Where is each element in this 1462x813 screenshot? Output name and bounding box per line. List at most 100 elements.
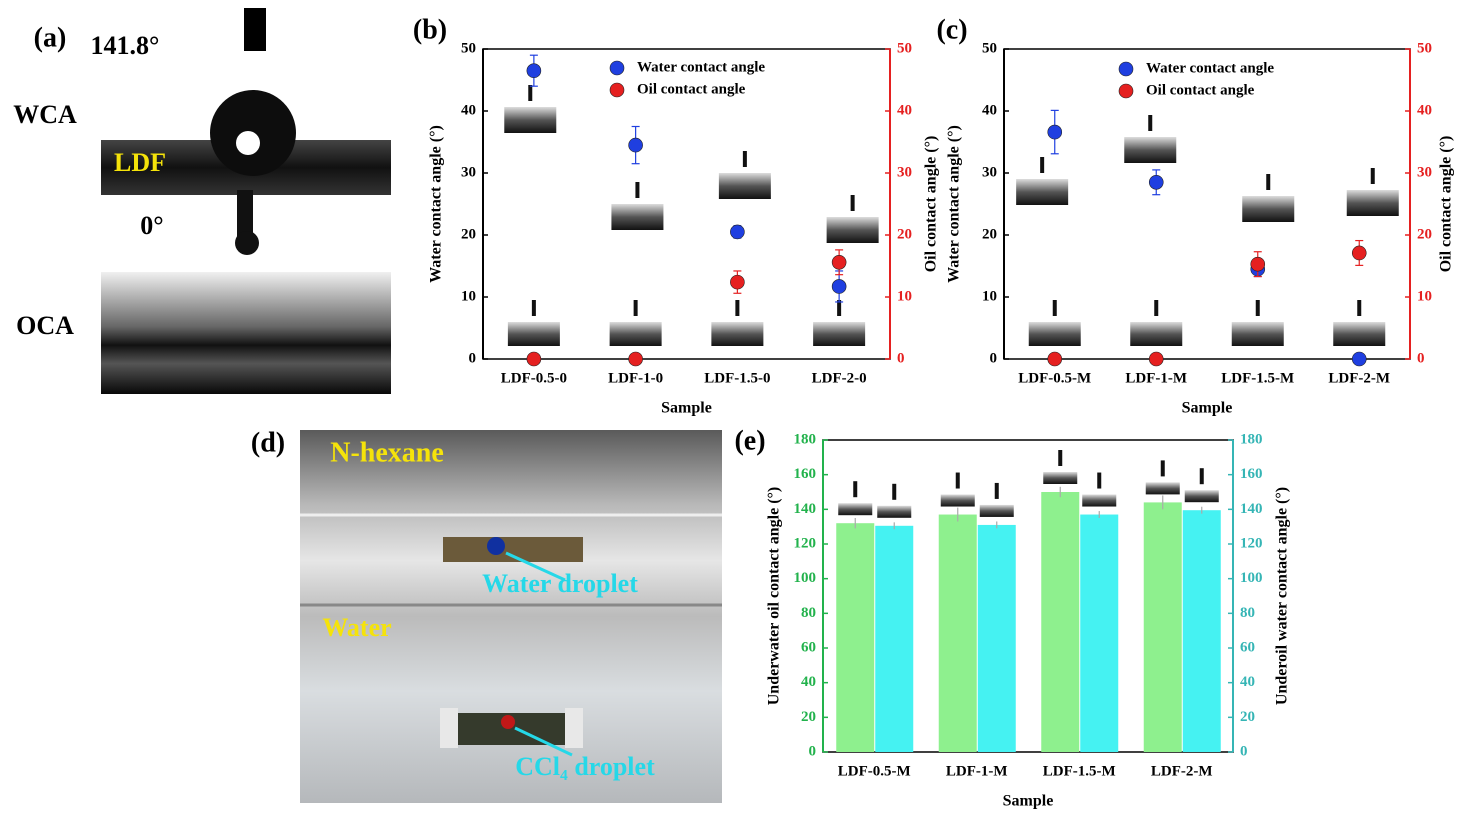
angle-label: 0° — [140, 211, 163, 240]
x-tick-label: LDF-1-0 — [608, 370, 663, 386]
inset-needle — [1357, 300, 1362, 316]
x-axis-label: Sample — [1182, 400, 1233, 417]
panel-label: (a) — [34, 22, 67, 53]
y-tick-label: 160 — [794, 466, 817, 482]
y2-tick-label: 40 — [897, 102, 912, 118]
y-tick-label: 0 — [469, 350, 477, 366]
y-tick-label: 40 — [801, 674, 816, 690]
legend-label: Oil contact angle — [1146, 82, 1255, 98]
legend-label: Water contact angle — [637, 59, 765, 75]
legend-marker — [609, 60, 625, 76]
inset-image — [1242, 196, 1295, 222]
y2-tick-label: 40 — [1417, 102, 1432, 118]
inset-needle — [853, 481, 858, 498]
y-tick-label: 0 — [990, 350, 998, 366]
inset-needle — [1160, 460, 1165, 477]
y-tick-label: 100 — [794, 570, 817, 586]
inset-image — [507, 322, 560, 346]
y-tick-label: 140 — [794, 501, 817, 517]
legend-label: Water contact angle — [1146, 60, 1274, 76]
inset-image — [1124, 137, 1177, 163]
bar — [1143, 502, 1182, 752]
inset-image — [1016, 179, 1069, 205]
x-tick-label: LDF-2-M — [1151, 763, 1213, 779]
inset-image — [1043, 472, 1078, 484]
y2-tick-label: 60 — [1240, 639, 1255, 655]
inset-image — [504, 107, 557, 133]
x-tick-label: LDF-1-M — [1125, 370, 1187, 386]
inset-image — [1130, 322, 1183, 346]
inset-image — [877, 505, 912, 518]
photo-d — [300, 430, 722, 803]
y2-tick-label: 30 — [1417, 164, 1432, 180]
inset-needle — [1255, 300, 1260, 316]
inset-needle — [528, 85, 533, 101]
y2-tick-label: 10 — [897, 288, 912, 304]
legend-marker — [609, 82, 625, 98]
film-label: LDF — [114, 148, 166, 177]
inset-image — [1184, 490, 1219, 503]
y2-tick-label: 50 — [897, 40, 912, 56]
inset-image — [1346, 190, 1399, 216]
y-tick-label: 180 — [794, 431, 817, 447]
oca-label: OCA — [16, 311, 74, 340]
bar — [938, 514, 977, 752]
liquid-label: N-hexane — [330, 437, 444, 468]
bar — [1080, 514, 1119, 752]
y2-tick-label: 40 — [1240, 674, 1255, 690]
data-point — [831, 254, 847, 270]
data-point — [1148, 351, 1164, 367]
x-tick-label: LDF-2-M — [1328, 370, 1390, 386]
x-tick-label: LDF-2-0 — [812, 370, 867, 386]
inset-image — [1145, 482, 1180, 495]
y-tick-label: 20 — [982, 226, 997, 242]
inset-needle — [1199, 468, 1204, 485]
photo-a — [101, 8, 391, 394]
droplet-label: CCl₄ droplet — [515, 752, 655, 781]
inset-needle — [633, 300, 638, 316]
y2-tick-label: 100 — [1240, 570, 1263, 586]
data-point — [628, 137, 643, 153]
inset-image — [1028, 322, 1081, 346]
y2-axis-label: Oil contact angle (°) — [1438, 136, 1455, 273]
inset-needle — [837, 300, 842, 316]
data-point — [730, 274, 745, 290]
y2-tick-label: 180 — [1240, 431, 1263, 447]
bar — [1182, 510, 1221, 752]
y2-tick-label: 0 — [897, 350, 905, 366]
y2-tick-label: 20 — [897, 226, 912, 242]
data-point — [1047, 351, 1063, 367]
x-tick-label: LDF-0.5-0 — [501, 370, 567, 386]
data-point — [730, 224, 745, 240]
panel-label: (b) — [413, 14, 447, 45]
y-tick-label: 10 — [461, 288, 476, 304]
inset-needle — [994, 482, 999, 499]
y-tick-label: 80 — [801, 605, 816, 621]
inset-needle — [635, 182, 640, 198]
y2-tick-label: 80 — [1240, 605, 1255, 621]
legend-label: Oil contact angle — [637, 81, 746, 97]
y2-axis-label: Oil contact angle (°) — [923, 136, 940, 273]
inset-image — [940, 494, 975, 507]
y-tick-label: 40 — [461, 102, 476, 118]
inset-image — [838, 503, 873, 516]
y2-tick-label: 120 — [1240, 535, 1263, 551]
x-tick-label: LDF-0.5-M — [1018, 370, 1091, 386]
y2-tick-label: 0 — [1240, 743, 1248, 759]
bar — [875, 525, 914, 752]
x-axis-label: Sample — [1003, 793, 1054, 810]
inset-needle — [1058, 450, 1063, 466]
y-tick-label: 30 — [461, 164, 476, 180]
y-tick-label: 50 — [982, 40, 997, 56]
inset-needle — [1097, 472, 1102, 489]
x-tick-label: LDF-1.5-0 — [704, 370, 770, 386]
inset-image — [1333, 322, 1386, 346]
y2-tick-label: 160 — [1240, 466, 1263, 482]
inset-needle — [1266, 174, 1271, 190]
bar — [1041, 492, 1080, 752]
y2-tick-label: 30 — [897, 164, 912, 180]
data-point — [1351, 245, 1367, 261]
y2-tick-label: 20 — [1417, 226, 1432, 242]
y-tick-label: 30 — [982, 164, 997, 180]
y-axis-label: Water contact angle (°) — [428, 125, 445, 283]
